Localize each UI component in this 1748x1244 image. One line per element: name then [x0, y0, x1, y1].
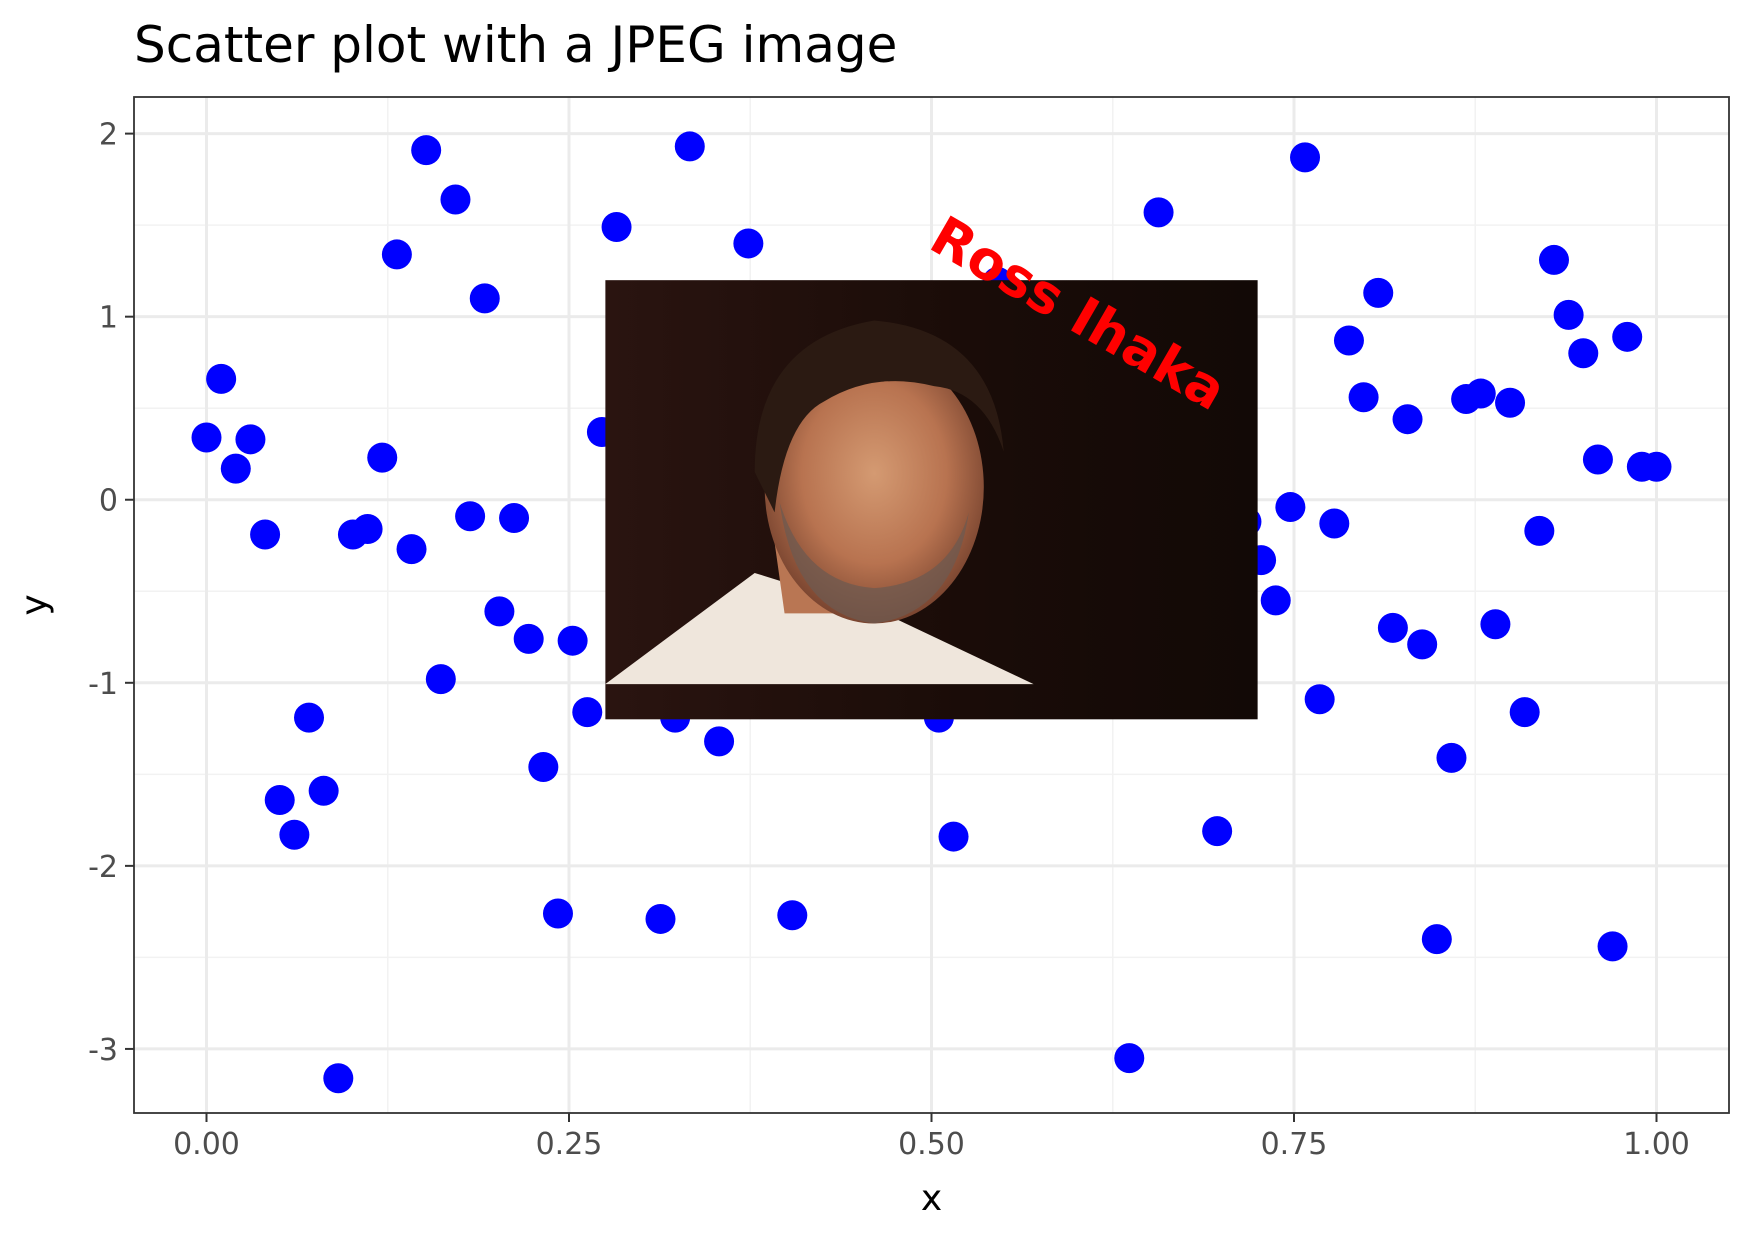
data-point	[1465, 378, 1496, 409]
data-point	[542, 898, 573, 929]
data-point	[264, 784, 295, 815]
data-point	[1436, 742, 1467, 773]
data-point	[1260, 585, 1291, 616]
data-point	[557, 625, 588, 656]
data-point	[1553, 299, 1584, 330]
data-point	[513, 623, 544, 654]
data-point	[440, 184, 471, 215]
data-point	[1392, 404, 1423, 435]
data-point	[425, 664, 456, 695]
data-point	[733, 228, 764, 259]
data-point	[601, 211, 632, 242]
data-point	[1538, 244, 1569, 275]
data-point	[499, 503, 530, 534]
y-axis-title: y	[14, 594, 55, 615]
data-point	[1114, 1043, 1145, 1074]
data-point	[1363, 277, 1394, 308]
major-gridlines	[134, 97, 1729, 1113]
y-tick-label: -2	[88, 850, 118, 885]
data-point	[572, 697, 603, 728]
data-point	[469, 283, 500, 314]
data-point	[352, 514, 383, 545]
x-tick-label: 0.50	[898, 1127, 965, 1162]
data-point	[1641, 451, 1672, 482]
data-point	[279, 819, 310, 850]
data-point	[455, 501, 486, 532]
data-point	[1143, 197, 1174, 228]
data-point	[1597, 931, 1628, 962]
data-point	[1319, 508, 1350, 539]
portrait-figure	[605, 320, 1034, 685]
data-point	[1407, 629, 1438, 660]
x-tick-label: 0.25	[536, 1127, 603, 1162]
data-point	[1524, 515, 1555, 546]
data-point	[1509, 697, 1540, 728]
shirt-shape	[605, 572, 1034, 685]
data-point	[484, 596, 515, 627]
data-point	[396, 534, 427, 565]
data-point	[1568, 338, 1599, 369]
data-point	[235, 424, 266, 455]
data-point	[367, 442, 398, 473]
data-point	[220, 453, 251, 484]
hair-shape	[754, 320, 1004, 513]
data-point	[381, 239, 412, 270]
x-axis-title: x	[921, 1178, 942, 1219]
data-point	[323, 1063, 354, 1094]
data-point	[704, 726, 735, 757]
data-point	[1348, 382, 1379, 413]
points-layer	[191, 131, 1672, 1094]
y-axis: -3 -2 -1 0 1 2	[88, 118, 134, 1068]
face-shape	[764, 350, 984, 624]
x-tick-label: 1.00	[1623, 1127, 1690, 1162]
data-point	[206, 363, 237, 394]
data-point	[1275, 492, 1306, 523]
data-point	[294, 702, 325, 733]
data-point	[1582, 444, 1613, 475]
x-tick-label: 0.75	[1261, 1127, 1328, 1162]
data-point	[938, 821, 969, 852]
y-tick-label: 2	[99, 118, 118, 153]
data-point	[1480, 609, 1511, 640]
data-point	[191, 422, 222, 453]
data-point	[777, 900, 808, 931]
data-point	[1290, 142, 1321, 173]
y-tick-label: -3	[88, 1033, 118, 1068]
data-point	[645, 903, 676, 934]
portrait-photo	[605, 280, 1258, 720]
data-point	[528, 752, 559, 783]
y-tick-label: 0	[99, 484, 118, 519]
data-point	[308, 775, 339, 806]
data-point	[1333, 325, 1364, 356]
data-point	[1202, 816, 1233, 847]
chart-title: Scatter plot with a JPEG image	[134, 16, 897, 74]
data-point	[1495, 387, 1526, 418]
data-point	[1421, 924, 1452, 955]
y-tick-label: -1	[88, 667, 118, 702]
data-point	[1612, 321, 1643, 352]
y-tick-label: 1	[99, 301, 118, 336]
data-point	[250, 519, 281, 550]
data-point	[1377, 612, 1408, 643]
x-axis: 0.00 0.25 0.50 0.75 1.00	[173, 1113, 1690, 1162]
data-point	[411, 135, 442, 166]
beard-shape	[779, 502, 969, 624]
data-point	[1304, 684, 1335, 715]
x-tick-label: 0.00	[173, 1127, 240, 1162]
data-point	[674, 131, 705, 162]
